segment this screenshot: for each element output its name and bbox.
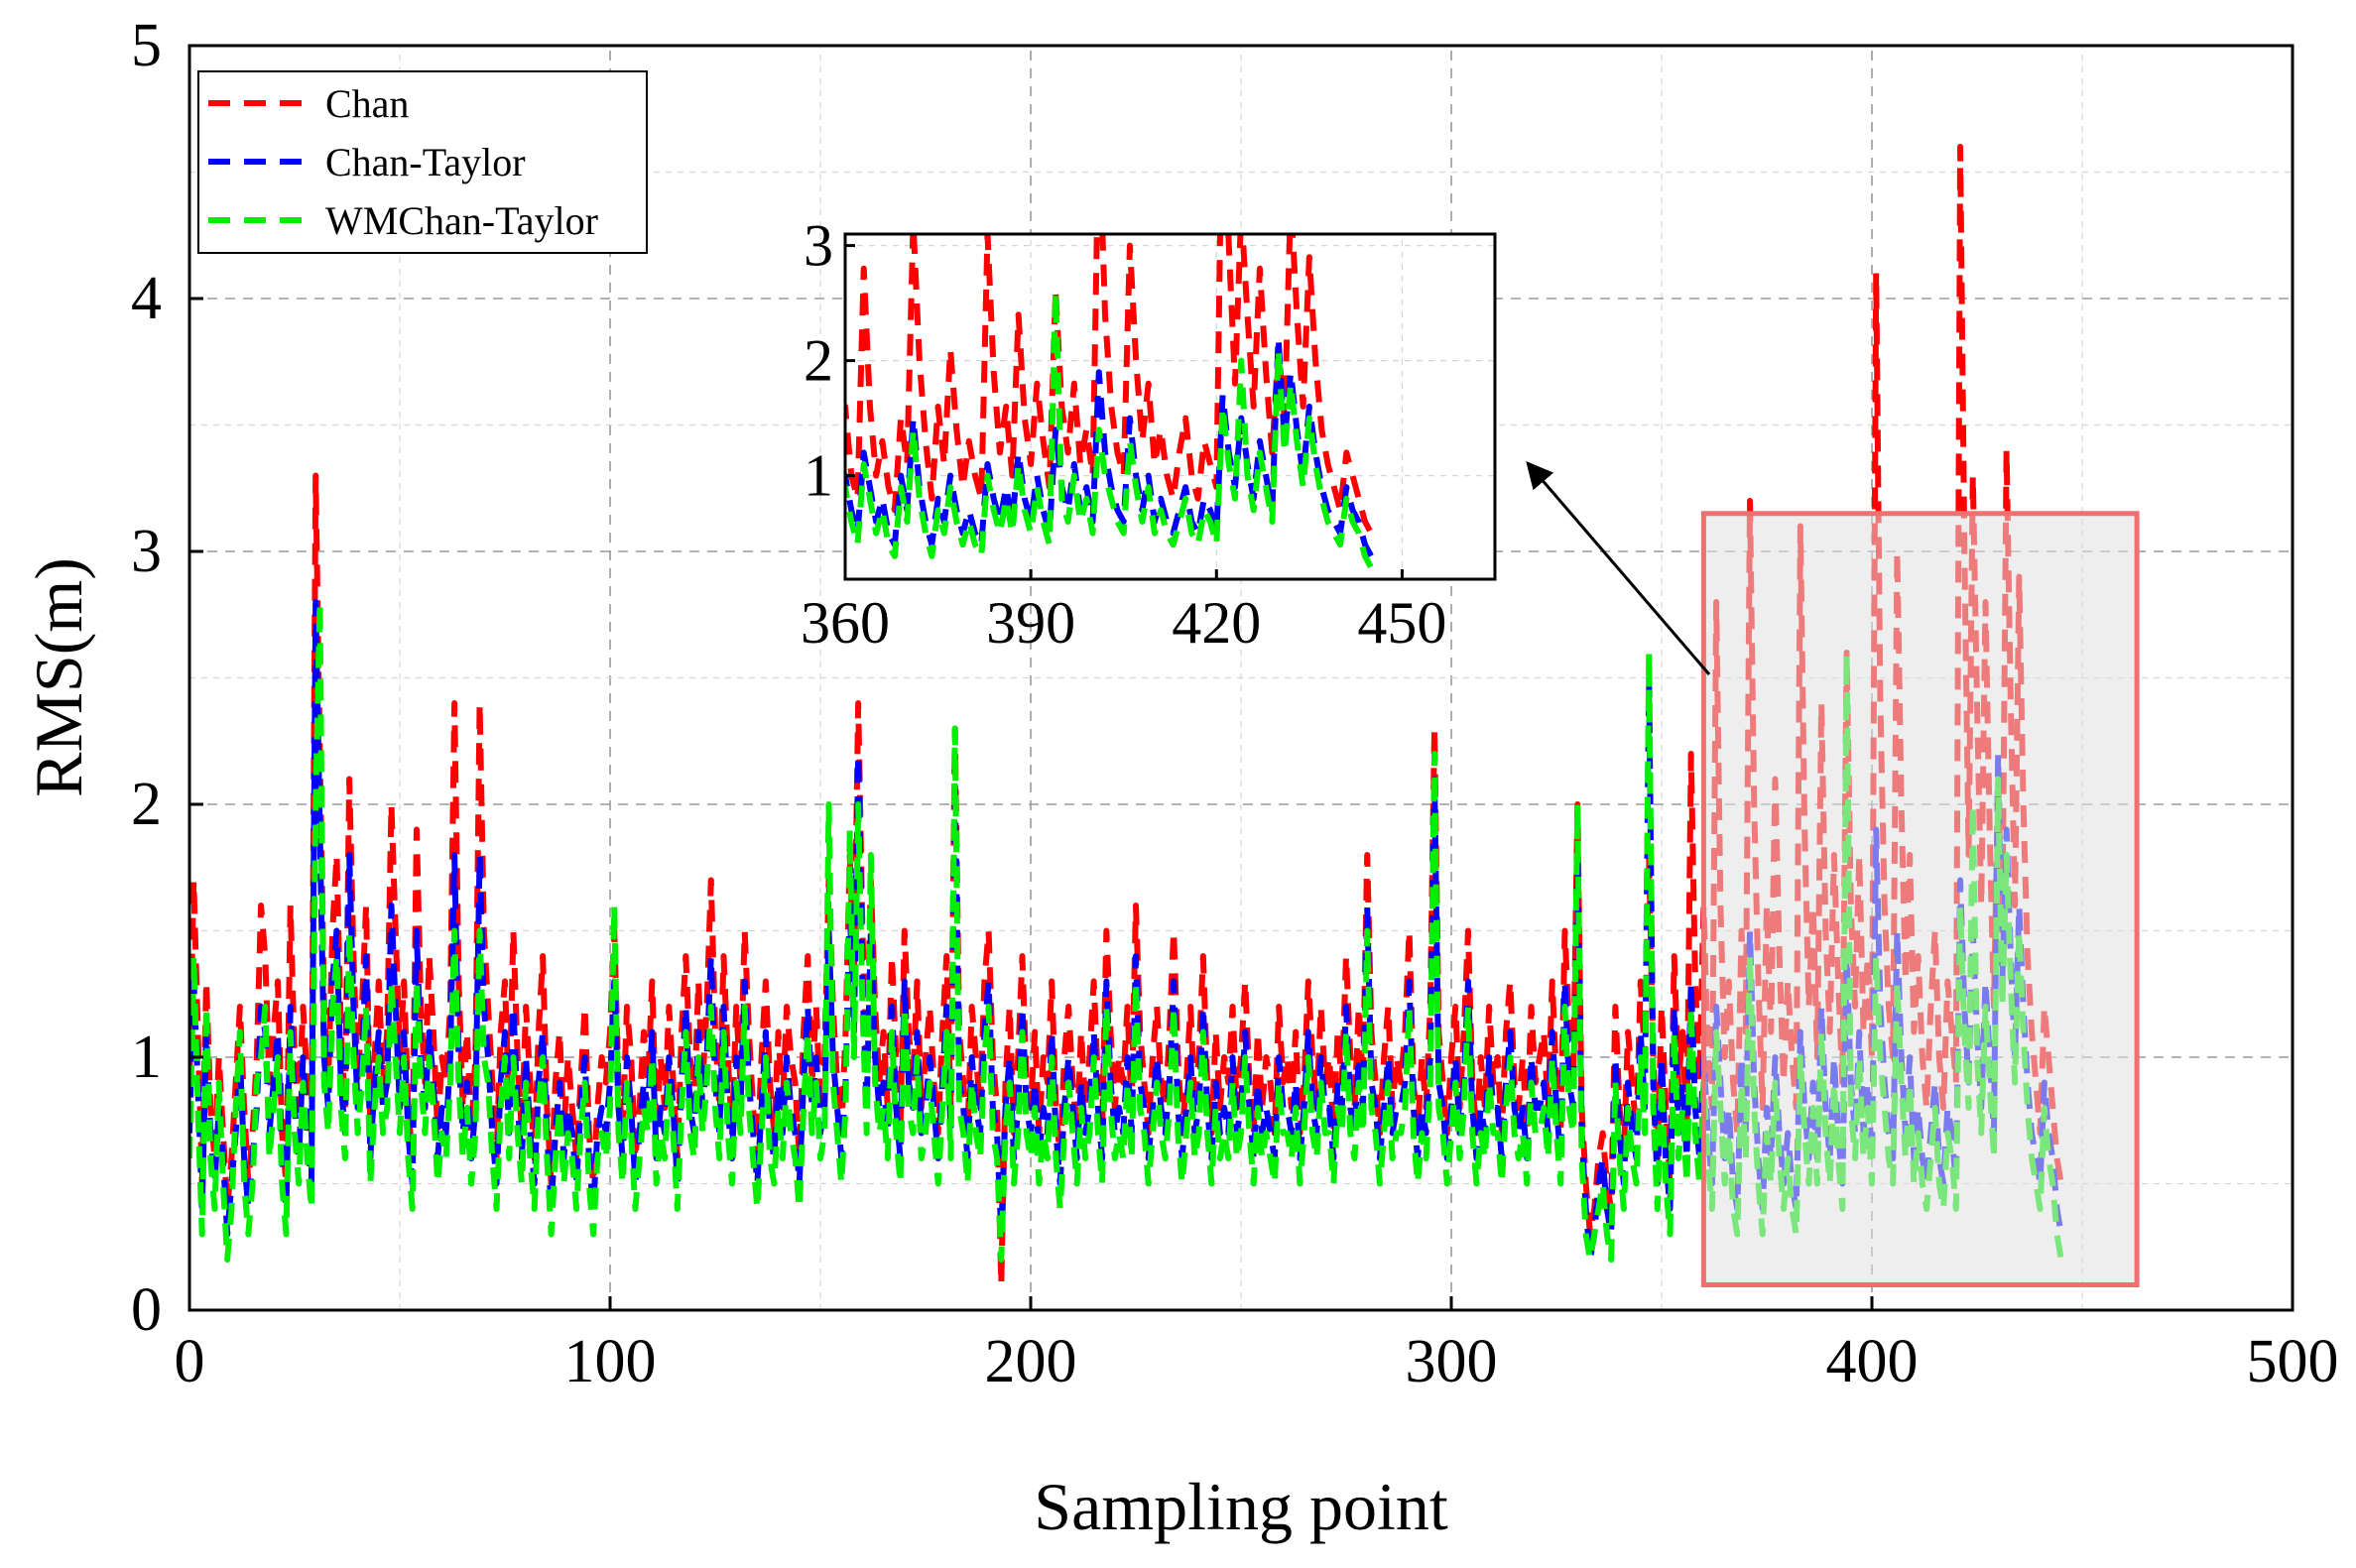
zoom-highlight-region [1700, 511, 2140, 1287]
inset-axis-ticks [843, 244, 1404, 579]
x-tick-labels: 0 100 200 300 400 500 [175, 1328, 2339, 1395]
y-tick-label: 3 [131, 518, 162, 585]
x-tick-label: 400 [1826, 1328, 1919, 1395]
inset-y-tick-labels: 1 2 3 [804, 213, 833, 509]
y-tick-label: 5 [131, 12, 162, 79]
inset-x-tick-label: 420 [1172, 590, 1261, 656]
main-axis-ticks [187, 44, 2294, 1312]
main-plot-frame [187, 44, 2294, 1312]
inset-series-line-chan-taylor [845, 334, 1374, 558]
y-tick-label: 4 [131, 265, 162, 332]
inset-x-tick-label: 390 [986, 590, 1075, 656]
inset-y-tick-label: 2 [804, 328, 833, 394]
legend-label-chan-taylor: Chan-Taylor [325, 140, 526, 184]
inset-frame [843, 232, 1497, 581]
x-tick-label: 500 [2247, 1328, 2339, 1395]
y-tick-label: 2 [131, 771, 162, 838]
legend-label-chan: Chan [325, 81, 409, 126]
inset-x-tick-label: 450 [1357, 590, 1446, 656]
x-tick-label: 200 [985, 1328, 1077, 1395]
x-axis-title: Sampling point [1034, 1469, 1448, 1544]
legend-label-wmchan-taylor: WMChan-Taylor [325, 198, 598, 243]
y-tick-label: 1 [131, 1024, 162, 1091]
y-axis-title: RMS(m) [21, 557, 96, 797]
x-tick-label: 0 [175, 1328, 205, 1395]
inset-x-tick-label: 360 [801, 590, 890, 656]
x-tick-label: 300 [1406, 1328, 1498, 1395]
y-tick-label: 0 [131, 1276, 162, 1344]
inset-chart: 360 390 420 450 1 2 3 [801, 213, 1497, 656]
x-tick-label: 100 [564, 1328, 657, 1395]
zoom-arrow [1526, 460, 1711, 675]
inset-x-tick-labels: 360 390 420 450 [801, 590, 1446, 656]
inset-y-tick-label: 3 [804, 213, 833, 279]
y-tick-labels: 0 1 2 3 4 5 [131, 12, 162, 1344]
legend: Chan Chan-Taylor WMChan-Taylor [197, 70, 648, 254]
inset-y-tick-label: 1 [804, 443, 833, 509]
legend-box [197, 70, 648, 254]
inset-series-group [845, 234, 1374, 569]
